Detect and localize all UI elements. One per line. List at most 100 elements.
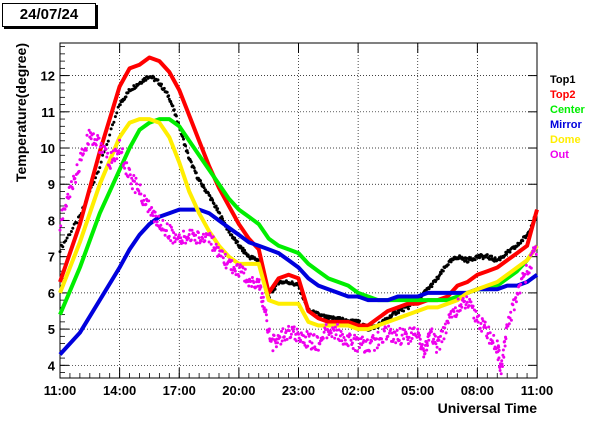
- x-tick-label: 02:00: [342, 383, 375, 398]
- series-point-out: [307, 334, 311, 338]
- series-point-out: [167, 234, 171, 238]
- series-point-out: [532, 249, 536, 253]
- series-point-out: [478, 326, 482, 330]
- series-point-out: [316, 348, 320, 352]
- series-point-out: [89, 131, 92, 135]
- series-point-out: [139, 192, 143, 196]
- series-point-top1: [96, 170, 100, 174]
- series-point-out: [135, 182, 139, 186]
- series-point-out: [230, 259, 234, 262]
- series-point-out: [133, 179, 136, 183]
- series-point-out: [154, 214, 158, 218]
- series-point-out: [216, 246, 220, 249]
- legend-entry-mirror: Mirror: [550, 119, 583, 131]
- series-point-top1: [61, 245, 65, 249]
- series-point-top1: [126, 91, 130, 95]
- series-point-out: [264, 308, 268, 312]
- series-point-top1: [118, 103, 122, 107]
- series-point-out: [292, 325, 296, 329]
- series-point-out: [330, 335, 334, 339]
- series-point-top1: [156, 78, 160, 82]
- series-point-top1: [436, 277, 440, 281]
- series-point-top1: [186, 151, 190, 155]
- series-point-out: [487, 325, 491, 329]
- series-point-out: [398, 326, 402, 330]
- series-point-out: [173, 240, 177, 244]
- series-point-out: [101, 150, 105, 154]
- legend-entry-top2: Top2: [550, 89, 575, 101]
- series-point-out: [243, 267, 247, 271]
- series-point-out: [309, 332, 313, 336]
- series-point-out: [125, 161, 129, 165]
- series-point-out: [412, 326, 416, 330]
- series-point-out: [534, 245, 538, 249]
- series-point-out: [463, 306, 467, 310]
- series-point-out: [242, 271, 246, 275]
- series-point-out: [423, 352, 427, 355]
- series-point-out: [59, 224, 63, 228]
- series-point-out: [197, 236, 201, 240]
- series-point-out: [137, 189, 141, 193]
- series-point-top1: [230, 233, 234, 237]
- series-point-out: [433, 334, 437, 338]
- series-point-top1: [65, 236, 69, 240]
- series-point-top1: [99, 160, 103, 164]
- series-point-out: [302, 341, 306, 345]
- series-point-out: [459, 303, 463, 307]
- series-point-out: [408, 326, 412, 330]
- series-point-out: [530, 251, 534, 255]
- y-tick-label: 9: [48, 177, 55, 192]
- series-point-out: [147, 199, 151, 203]
- series-point-top1: [160, 82, 163, 86]
- series-point-out: [272, 334, 276, 337]
- series-point-out: [153, 210, 157, 214]
- series-point-top1: [111, 123, 114, 127]
- legend-entry-dome: Dome: [550, 134, 581, 146]
- series-point-out: [310, 341, 314, 345]
- series-point-out: [416, 327, 420, 331]
- series-point-out: [184, 241, 188, 245]
- series-point-out: [312, 333, 316, 337]
- series-point-out: [437, 338, 441, 342]
- series-point-out: [294, 339, 298, 343]
- series-point-out: [150, 206, 154, 209]
- series-point-out: [472, 316, 476, 320]
- series-point-out: [261, 295, 265, 299]
- series-point-out: [306, 344, 310, 348]
- series-point-top1: [211, 198, 215, 202]
- series-point-out: [495, 339, 499, 343]
- series-point-top1: [152, 75, 156, 79]
- series-point-out: [130, 187, 134, 191]
- series-point-out: [115, 157, 119, 161]
- series-point-out: [133, 191, 137, 195]
- series-point-out: [476, 320, 480, 324]
- series-line-top2: [58, 55, 539, 328]
- series-point-out: [113, 159, 117, 163]
- series-point-out: [130, 176, 134, 180]
- series-point-out: [464, 303, 468, 307]
- series-point-out: [223, 252, 227, 256]
- series-point-out: [443, 326, 447, 330]
- series-point-out: [393, 330, 397, 334]
- series-point-out: [504, 337, 508, 341]
- series-point-out: [524, 263, 528, 267]
- series-point-top1: [212, 202, 216, 206]
- y-tick-label: 11: [41, 105, 55, 120]
- series-point-out: [497, 345, 501, 349]
- series-point-out: [455, 313, 459, 317]
- series-point-out: [182, 229, 185, 233]
- series-point-out: [500, 359, 504, 363]
- series-point-out: [128, 168, 132, 171]
- series-point-top1: [216, 207, 220, 211]
- series-point-out: [265, 319, 269, 323]
- series-point-top1: [108, 133, 112, 137]
- series-point-out: [529, 266, 533, 270]
- series-point-out: [255, 280, 259, 284]
- series-point-out: [409, 331, 413, 335]
- series-point-out: [333, 336, 337, 340]
- series-point-top1: [71, 226, 75, 230]
- series-point-out: [402, 337, 406, 341]
- series-point-out: [324, 323, 328, 326]
- series-point-out: [348, 333, 352, 337]
- series-point-out: [444, 331, 448, 335]
